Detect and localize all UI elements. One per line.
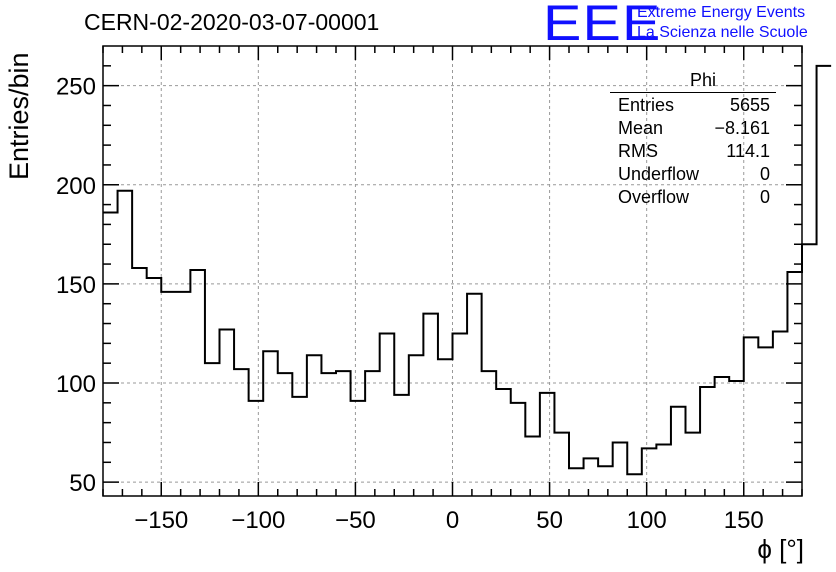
stats-label: Entries	[618, 95, 675, 115]
stats-value: 0	[759, 164, 770, 184]
stats-row-mean: Mean −8.161	[610, 118, 776, 141]
y-tick-label: 250	[56, 74, 96, 101]
grid-lines	[103, 46, 802, 496]
brand-line-1: Extreme Energy Events	[637, 4, 806, 21]
y-tick-label: 100	[56, 371, 96, 398]
stats-row-underflow: Underflow 0	[610, 164, 776, 187]
x-tick-label: 150	[724, 507, 764, 534]
x-tick-label: −150	[134, 507, 188, 534]
stats-value: 114.1	[726, 141, 770, 161]
stats-row-overflow: Overflow 0	[610, 187, 776, 210]
stats-value: 0	[759, 187, 770, 207]
stats-label: Underflow	[618, 164, 700, 184]
tick-labels: −150 −100 −50 0 50 100 150 50 100 150 200 250	[56, 74, 764, 534]
axis-ticks	[102, 46, 803, 496]
plot-title: CERN-02-2020-03-07-00001	[84, 9, 380, 35]
y-tick-label: 50	[69, 470, 96, 497]
x-tick-label: −50	[335, 507, 376, 534]
stats-label: Mean	[618, 118, 664, 138]
stats-box: Phi Entries 5655 Mean −8.161 RMS 114.1 Unde…	[610, 70, 776, 210]
brand-line-2: La Scienza nelle Scuole	[637, 24, 808, 41]
x-tick-label: 100	[627, 507, 667, 534]
stats-label: RMS	[618, 141, 658, 161]
stats-value: −8.161	[714, 118, 770, 138]
stats-row-rms: RMS 114.1	[610, 141, 776, 164]
y-axis-label: Entries/bin	[4, 52, 34, 180]
y-tick-label: 150	[56, 272, 96, 299]
stats-value: 5655	[729, 95, 770, 115]
stats-label: Overflow	[618, 187, 690, 207]
stats-histogram-name: Phi	[610, 70, 776, 93]
y-tick-label: 200	[56, 173, 96, 200]
x-axis-label: ϕ [°]	[757, 534, 804, 564]
histogram-outline	[103, 64, 832, 476]
x-tick-label: 0	[446, 507, 459, 534]
stats-row-entries: Entries 5655	[610, 95, 776, 118]
x-tick-label: −100	[231, 507, 285, 534]
eee-logo: EEE	[543, 0, 662, 51]
x-tick-label: 50	[536, 507, 563, 534]
